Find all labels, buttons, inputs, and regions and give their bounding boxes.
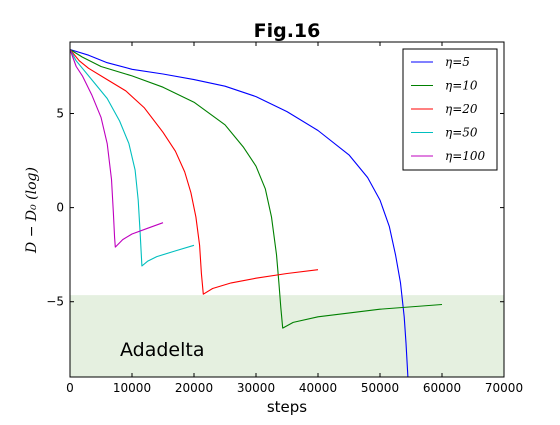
x-tick-label: 70000	[485, 381, 523, 395]
x-axis-label: steps	[267, 398, 307, 416]
series-line-1	[69, 49, 443, 329]
shaded-region	[70, 295, 504, 377]
series-line-3	[69, 49, 195, 267]
x-tick-label: 30000	[237, 381, 275, 395]
plot-frame	[69, 41, 505, 378]
series-line-2	[69, 49, 319, 295]
series-line-0	[69, 48, 409, 378]
x-tick-label: 60000	[423, 381, 461, 395]
chart-title: Fig.16	[254, 20, 321, 42]
y-tick-label: 5	[56, 107, 64, 121]
y-axis-label: D − D₀ (log)	[24, 167, 40, 254]
annotation-adadelta: Adadelta	[120, 339, 205, 361]
legend-label-4: η=100	[445, 149, 486, 163]
x-tick-label: 10000	[113, 381, 151, 395]
series-line-4	[69, 49, 164, 248]
x-tick-label: 50000	[361, 381, 399, 395]
tick-layer: 0 10000 20000 30000 40000 50000 60000 70000 5 0 −5	[46, 42, 523, 395]
legend: η=5 η=10 η=20 η=50 η=100	[402, 48, 498, 171]
legend-label-1: η=10	[445, 79, 478, 93]
x-tick-label: 20000	[175, 381, 213, 395]
legend-label-0: η=5	[445, 55, 470, 69]
legend-label-2: η=20	[445, 102, 478, 116]
x-tick-label: 0	[66, 381, 74, 395]
y-tick-label: −5	[46, 295, 64, 309]
y-tick-label: 0	[56, 201, 64, 215]
x-tick-label: 40000	[299, 381, 337, 395]
legend-label-3: η=50	[445, 126, 478, 140]
series-layer	[69, 48, 443, 378]
